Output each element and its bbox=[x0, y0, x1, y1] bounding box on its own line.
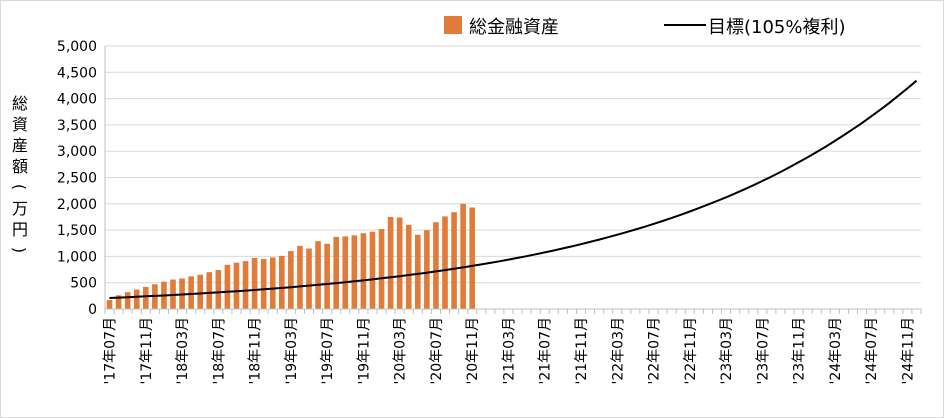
bar bbox=[260, 259, 267, 309]
bar bbox=[115, 295, 122, 309]
y-tick-label: 0 bbox=[88, 302, 97, 318]
bar bbox=[369, 231, 376, 309]
y-axis-label-char: 資 bbox=[12, 115, 28, 134]
bar bbox=[414, 234, 421, 309]
y-axis-label-char: 額 bbox=[12, 157, 28, 176]
bar bbox=[288, 251, 294, 309]
y-axis-label-char: ( bbox=[10, 184, 29, 190]
x-tick-label: '18年03月 bbox=[175, 317, 191, 384]
x-tick-label: '22年03月 bbox=[610, 317, 626, 384]
y-axis-label-char: 産 bbox=[12, 136, 28, 155]
x-tick-label: '19年03月 bbox=[284, 317, 300, 384]
bar bbox=[433, 222, 439, 309]
bar bbox=[142, 286, 149, 309]
bar bbox=[424, 230, 430, 309]
y-tick-label: 5,000 bbox=[57, 39, 97, 55]
y-tick-label: 4,500 bbox=[57, 65, 97, 81]
bar bbox=[405, 224, 412, 309]
y-tick-label: 2,500 bbox=[57, 171, 97, 187]
legend-bar-label: 総金融資産 bbox=[469, 17, 559, 38]
x-tick-label: '24年03月 bbox=[828, 317, 844, 384]
x-tick-label: '24年07月 bbox=[864, 317, 880, 384]
bar bbox=[396, 217, 403, 309]
y-axis-label-char: 総 bbox=[12, 94, 28, 113]
bar bbox=[451, 212, 457, 309]
x-tick-label: '21年03月 bbox=[502, 317, 518, 384]
legend: 総金融資産 目標(105%複利) bbox=[444, 16, 846, 38]
x-tick-label: '21年11月 bbox=[574, 317, 590, 384]
legend-line-label: 目標(105%複利) bbox=[708, 17, 846, 38]
y-tick-label: 500 bbox=[70, 276, 97, 292]
x-tick-label: '23年07月 bbox=[755, 317, 771, 384]
bar bbox=[442, 216, 448, 309]
y-tick-label: 1,000 bbox=[57, 249, 97, 265]
bar bbox=[387, 216, 394, 309]
x-tick-label: '23年11月 bbox=[792, 317, 808, 384]
bar bbox=[360, 233, 367, 309]
bar bbox=[197, 274, 204, 309]
y-tick-label: 2,000 bbox=[57, 197, 97, 213]
x-tick-label: '19年07月 bbox=[320, 317, 336, 384]
x-tick-label: '17年07月 bbox=[103, 317, 119, 384]
y-tick-label: 3,000 bbox=[57, 144, 97, 160]
bar bbox=[215, 270, 222, 309]
x-tick-label: '17年11月 bbox=[139, 317, 155, 384]
y-axis-label-char: 円 bbox=[12, 220, 28, 239]
x-tick-label: '20年11月 bbox=[465, 317, 481, 384]
x-tick-label: '20年03月 bbox=[393, 317, 409, 384]
bar bbox=[460, 203, 466, 309]
y-axis-label-char: ) bbox=[10, 247, 29, 253]
x-tick-label: '22年07月 bbox=[647, 317, 663, 384]
bar bbox=[351, 235, 358, 309]
bar bbox=[315, 241, 321, 309]
bar bbox=[233, 262, 240, 309]
x-tick-label: '22年11月 bbox=[683, 317, 699, 384]
x-tick-label: '18年11月 bbox=[248, 317, 264, 384]
bar bbox=[378, 229, 385, 309]
bar bbox=[224, 264, 231, 309]
bar bbox=[251, 257, 258, 309]
x-tick-label: '19年11月 bbox=[356, 317, 372, 384]
gridlines bbox=[105, 45, 921, 284]
bar bbox=[324, 243, 330, 309]
bar bbox=[469, 207, 476, 309]
x-tick-label: '24年11月 bbox=[900, 317, 916, 384]
x-tick-label: '23年03月 bbox=[719, 317, 735, 384]
x-tick-labels: '17年07月 '17年11月 '18年03月 '18年07月 '18年11月 '19年0… bbox=[103, 317, 917, 384]
target-line-series bbox=[109, 79, 918, 299]
bar bbox=[188, 276, 194, 309]
legend-bar-swatch bbox=[444, 16, 462, 34]
x-tick-label: '20年07月 bbox=[429, 317, 445, 384]
x-tick-label: '18年07月 bbox=[211, 317, 227, 384]
target-line bbox=[109, 79, 918, 299]
y-tick-label: 4,000 bbox=[57, 92, 97, 108]
bar bbox=[133, 289, 140, 309]
y-axis-label-char: 万 bbox=[12, 199, 28, 218]
bar bbox=[306, 248, 312, 309]
bar bbox=[333, 236, 340, 309]
bar bbox=[342, 236, 349, 309]
axes bbox=[104, 46, 922, 314]
x-tick-label: '21年07月 bbox=[538, 317, 554, 384]
y-tick-label: 1,500 bbox=[57, 223, 97, 239]
bar bbox=[242, 261, 249, 309]
bar bbox=[124, 292, 131, 309]
y-tick-label: 3,500 bbox=[57, 118, 97, 134]
bar bbox=[106, 300, 113, 309]
y-tick-labels: 0 500 1,000 1,500 2,000 2,500 3,000 3,500 4,000 4… bbox=[57, 39, 97, 318]
bar bbox=[297, 245, 303, 309]
bar bbox=[269, 257, 276, 309]
bar bbox=[278, 255, 285, 309]
bar bbox=[206, 272, 213, 309]
